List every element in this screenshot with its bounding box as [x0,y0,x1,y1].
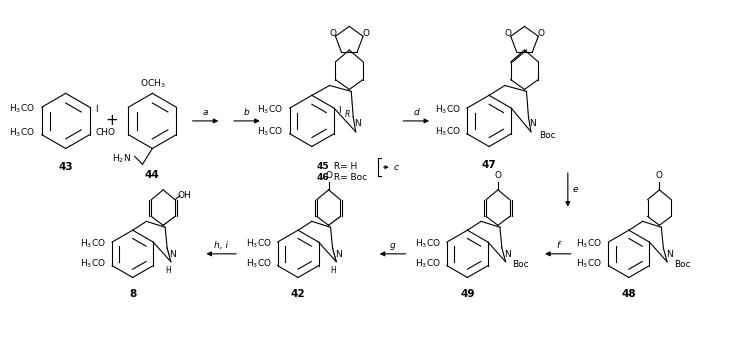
Text: d: d [413,108,419,117]
Text: R= Boc: R= Boc [330,173,366,182]
Text: h, i: h, i [214,241,228,250]
Text: O: O [656,171,663,180]
Text: I: I [339,105,341,114]
Text: H$_3$CO: H$_3$CO [435,104,460,116]
Text: Boc: Boc [538,131,556,140]
Text: N: N [335,250,342,259]
Text: H$_3$CO: H$_3$CO [80,257,106,270]
Text: R: R [345,109,351,118]
Text: OCH$_3$: OCH$_3$ [140,78,165,90]
Text: 8: 8 [129,289,136,299]
Text: R= H: R= H [330,162,357,171]
Text: H$_3$CO: H$_3$CO [415,238,441,250]
Text: 46: 46 [317,173,330,182]
Text: O: O [363,29,369,38]
Text: H$_3$CO: H$_3$CO [415,257,441,270]
Text: e: e [573,185,578,194]
Text: H$_2$N: H$_2$N [112,152,131,165]
Text: b: b [244,108,250,117]
Text: H: H [165,266,170,275]
Text: O: O [494,171,502,180]
Text: c: c [394,163,399,172]
Text: 47: 47 [481,160,496,170]
Text: H$_3$CO: H$_3$CO [9,126,35,139]
Text: H$_3$CO: H$_3$CO [246,257,272,270]
Text: N: N [504,250,511,259]
Text: O: O [329,29,336,38]
Text: Boc: Boc [512,260,529,269]
Text: O: O [504,29,511,38]
Text: H$_3$CO: H$_3$CO [9,103,35,115]
Text: H$_3$CO: H$_3$CO [258,104,283,116]
Text: 44: 44 [145,170,160,180]
Text: N: N [354,120,361,129]
Text: N: N [529,120,536,129]
Text: I: I [95,105,98,114]
Text: CHO: CHO [95,128,115,137]
Text: O: O [325,171,332,180]
Text: H: H [330,266,336,275]
Text: H$_3$CO: H$_3$CO [577,238,602,250]
Text: 45: 45 [317,162,330,171]
Text: O: O [538,29,544,38]
Text: H$_3$CO: H$_3$CO [435,126,460,138]
Text: 43: 43 [59,162,73,172]
Text: OH: OH [178,191,192,200]
Text: 49: 49 [460,289,475,299]
Text: 48: 48 [622,289,636,299]
Text: a: a [203,108,208,117]
Text: g: g [390,241,396,250]
Text: H$_3$CO: H$_3$CO [258,126,283,138]
Text: N: N [665,250,672,259]
Text: H$_3$CO: H$_3$CO [577,257,602,270]
Text: Boc: Boc [674,260,691,269]
Text: +: + [106,113,119,129]
Text: 42: 42 [291,289,306,299]
Text: N: N [170,250,176,259]
Text: H$_3$CO: H$_3$CO [80,238,106,250]
Text: f: f [556,241,559,250]
Text: H$_3$CO: H$_3$CO [246,238,272,250]
